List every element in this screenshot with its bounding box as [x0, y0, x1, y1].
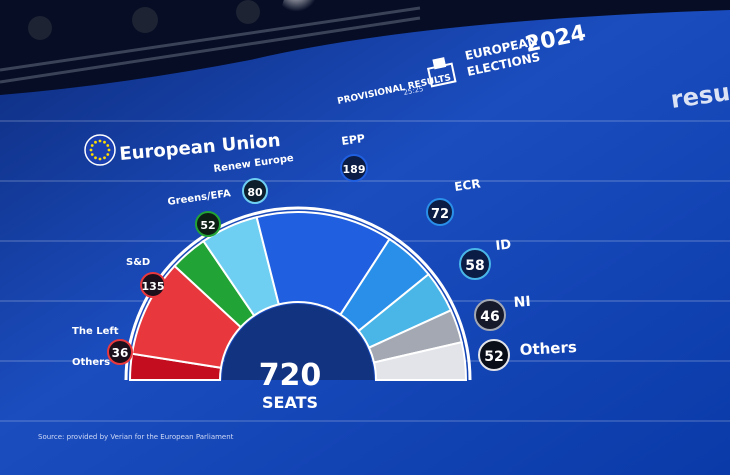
- party-label-epp: EPP: [341, 132, 366, 148]
- hemicycle-rim: [124, 206, 472, 381]
- seat-badge-id: [459, 248, 491, 280]
- party-label-others: Others: [519, 338, 577, 359]
- stage-light-icon: [132, 7, 158, 33]
- seat-badge-others: [478, 339, 510, 371]
- others-left-label: Others: [72, 357, 110, 368]
- seat-badge-ni: [474, 299, 506, 331]
- seat-count-epp: 189: [343, 163, 366, 176]
- seat-count-ecr: 72: [431, 207, 449, 222]
- seat-count-others: 52: [484, 349, 503, 365]
- eu-flag-icon: [84, 134, 116, 166]
- stage-light-icon: [28, 16, 52, 40]
- party-label-s-and-d: S&D: [126, 257, 150, 268]
- hemicycle-segment-others: [372, 341, 468, 381]
- seat-count-ni: 46: [480, 309, 499, 325]
- stage-light-icon: [236, 0, 260, 24]
- seat-badge-epp: [340, 154, 368, 182]
- total-seats-number: 720: [259, 358, 322, 393]
- seat-count-greens-efa: 52: [200, 219, 215, 232]
- seat-badge-renew-europe: [242, 178, 268, 204]
- ballot-box-icon: [426, 57, 457, 88]
- stage-light-glow: [282, 0, 318, 26]
- seat-badge-greens-efa: [195, 211, 221, 237]
- party-label-the-left: The Left: [72, 326, 119, 337]
- seat-count-s-and-d: 135: [142, 280, 165, 293]
- party-label-ecr: ECR: [453, 176, 481, 194]
- hemicycle-center: [222, 304, 374, 380]
- party-labels: The Left Others 36 S&D 135 Greens/EFA 52…: [72, 132, 577, 371]
- source-note: Source: provided by Verian for the Europ…: [38, 433, 234, 441]
- party-label-id: ID: [495, 237, 512, 254]
- seat-badge-the-left: [107, 339, 133, 365]
- seat-count-id: 58: [465, 258, 484, 274]
- seat-count-renew-europe: 80: [247, 186, 263, 199]
- seat-badge-s-and-d: [140, 272, 166, 298]
- ceiling: [0, 0, 730, 95]
- party-label-ni: NI: [513, 294, 531, 311]
- seat-count-the-left: 36: [112, 346, 129, 360]
- seat-badge-ecr: [426, 198, 454, 226]
- total-seats-label: SEATS: [262, 393, 318, 412]
- stage-truss: [0, 6, 421, 84]
